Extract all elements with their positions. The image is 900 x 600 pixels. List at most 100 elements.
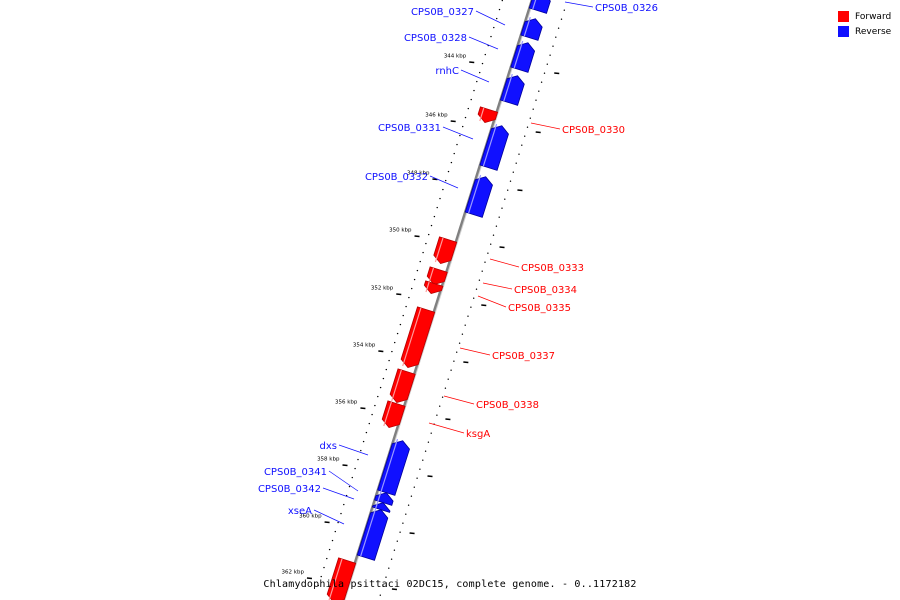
gene-highlight [479, 107, 485, 122]
forward-track-dot [354, 467, 356, 470]
reverse-track-dot [546, 63, 548, 65]
gene-highlight [375, 500, 379, 509]
forward-track-dot [371, 413, 373, 416]
reverse-track-dot [557, 27, 560, 29]
reverse-track-dot [413, 486, 415, 488]
forward-track-dot [453, 152, 455, 155]
forward-track-dot [456, 143, 458, 146]
gene-leader-line [468, 36, 499, 50]
gene-CPS0B_0335-arrow [423, 280, 444, 295]
gene-highlight [402, 307, 422, 367]
reverse-track-dot [484, 261, 486, 263]
reverse-track-dot [458, 342, 461, 344]
reverse-track-dot [453, 360, 455, 362]
gene-label: xseA [288, 506, 312, 517]
legend-forward: Forward [838, 9, 891, 24]
forward-track-dot [411, 287, 413, 290]
reverse-track-dot [538, 90, 540, 92]
reverse-track-dot [410, 495, 413, 497]
reverse-track-dot [490, 243, 492, 245]
gene-label: CPS0B_0326 [595, 3, 658, 14]
gene-leader-line [313, 509, 345, 525]
reverse-track-dot [388, 567, 390, 569]
gene-leader-line [530, 122, 561, 130]
reverse-track-dot [450, 369, 452, 371]
forward-track-dot [388, 359, 390, 362]
forward-track-dot [317, 584, 319, 587]
reverse-track-dot [447, 378, 449, 380]
reverse-track-dot [470, 306, 472, 308]
gene-leader-line [482, 282, 513, 290]
tick-mark-right [535, 131, 541, 134]
gene-labels: CPS0B_0326 CPS0B_0327 CPS0B_0328 rnhC CPS0B_… [258, 1, 658, 525]
gene-features [326, 0, 551, 600]
reverse-track-dot [379, 594, 381, 596]
tick-mark-right [499, 246, 505, 249]
forward-track-dot [422, 251, 424, 254]
reverse-track-dot [467, 315, 469, 317]
reverse-track-dot [464, 324, 466, 326]
gene-body [381, 400, 406, 429]
gene-highlight [328, 558, 343, 600]
tick-mark-right [517, 189, 523, 192]
forward-track-dot [428, 233, 430, 236]
forward-track-dot [368, 422, 370, 425]
reverse-track-dot [507, 189, 509, 191]
tick-label: 346 kbp [425, 113, 448, 119]
gene-label: CPS0B_0332 [365, 172, 428, 183]
forward-track-dot [496, 17, 498, 20]
gene-body [499, 75, 525, 106]
reverse-track-dot [492, 234, 495, 236]
gene-CPS0B_0326-arrow [528, 0, 551, 14]
reverse-track-dot [475, 288, 478, 290]
tick-mark [432, 178, 438, 181]
tick-label: 348 kbp [407, 171, 430, 177]
forward-track-dot [337, 521, 339, 524]
gene-leader-line [443, 395, 475, 405]
gene-body [479, 125, 509, 171]
reverse-track-dot [518, 153, 520, 155]
gene-highlight [425, 281, 430, 293]
gene-xseA-arrow [356, 507, 389, 561]
tick-label: 352 kbp [371, 286, 394, 292]
forward-track-dot [498, 8, 501, 11]
forward-track-dot [470, 98, 472, 101]
grid-dots [317, 0, 565, 596]
tick-marks: 344 kbp 346 kbp 348 kbp 350 kbp 352 kbp 354 k… [282, 54, 560, 591]
gene-label: CPS0B_0334 [514, 285, 577, 296]
forward-track-dot [473, 89, 475, 92]
gene-CPS0B_0333-arrow [433, 236, 458, 265]
forward-track-dot [433, 215, 436, 218]
tick-mark [396, 293, 402, 296]
gene-CPS0B_0330-arrow [477, 106, 499, 124]
gene-highlight [513, 40, 524, 69]
forward-track-dot [493, 26, 495, 29]
forward-track-dot [459, 134, 461, 137]
forward-track-dot [357, 458, 359, 461]
gene-highlight [380, 438, 399, 492]
tick-label: 344 kbp [444, 54, 467, 60]
gene-label: CPS0B_0337 [492, 351, 555, 362]
reverse-track-dot [478, 279, 481, 281]
reverse-track-dot [487, 252, 489, 254]
forward-track-dot [365, 431, 368, 434]
gene-leader-line [338, 444, 369, 456]
forward-track-dot [416, 269, 419, 272]
reverse-track-dot [549, 54, 551, 56]
gene-body [326, 557, 357, 600]
reverse-track-dot [555, 36, 557, 38]
forward-track-dot [320, 575, 322, 578]
gene-body [520, 18, 543, 41]
gene-leader-line [475, 10, 506, 26]
gene-highlight [468, 174, 482, 214]
forward-track-dot [382, 377, 385, 380]
reverse-track-dot [512, 171, 514, 173]
gene-rnhC-arrow [499, 73, 525, 106]
legend-reverse-swatch [838, 26, 849, 37]
reverse-track-dot [396, 540, 398, 542]
reverse-track-dot [552, 45, 554, 47]
reverse-track-dot [393, 549, 396, 551]
forward-track-dot [328, 548, 331, 551]
tick-mark-right [409, 532, 415, 535]
